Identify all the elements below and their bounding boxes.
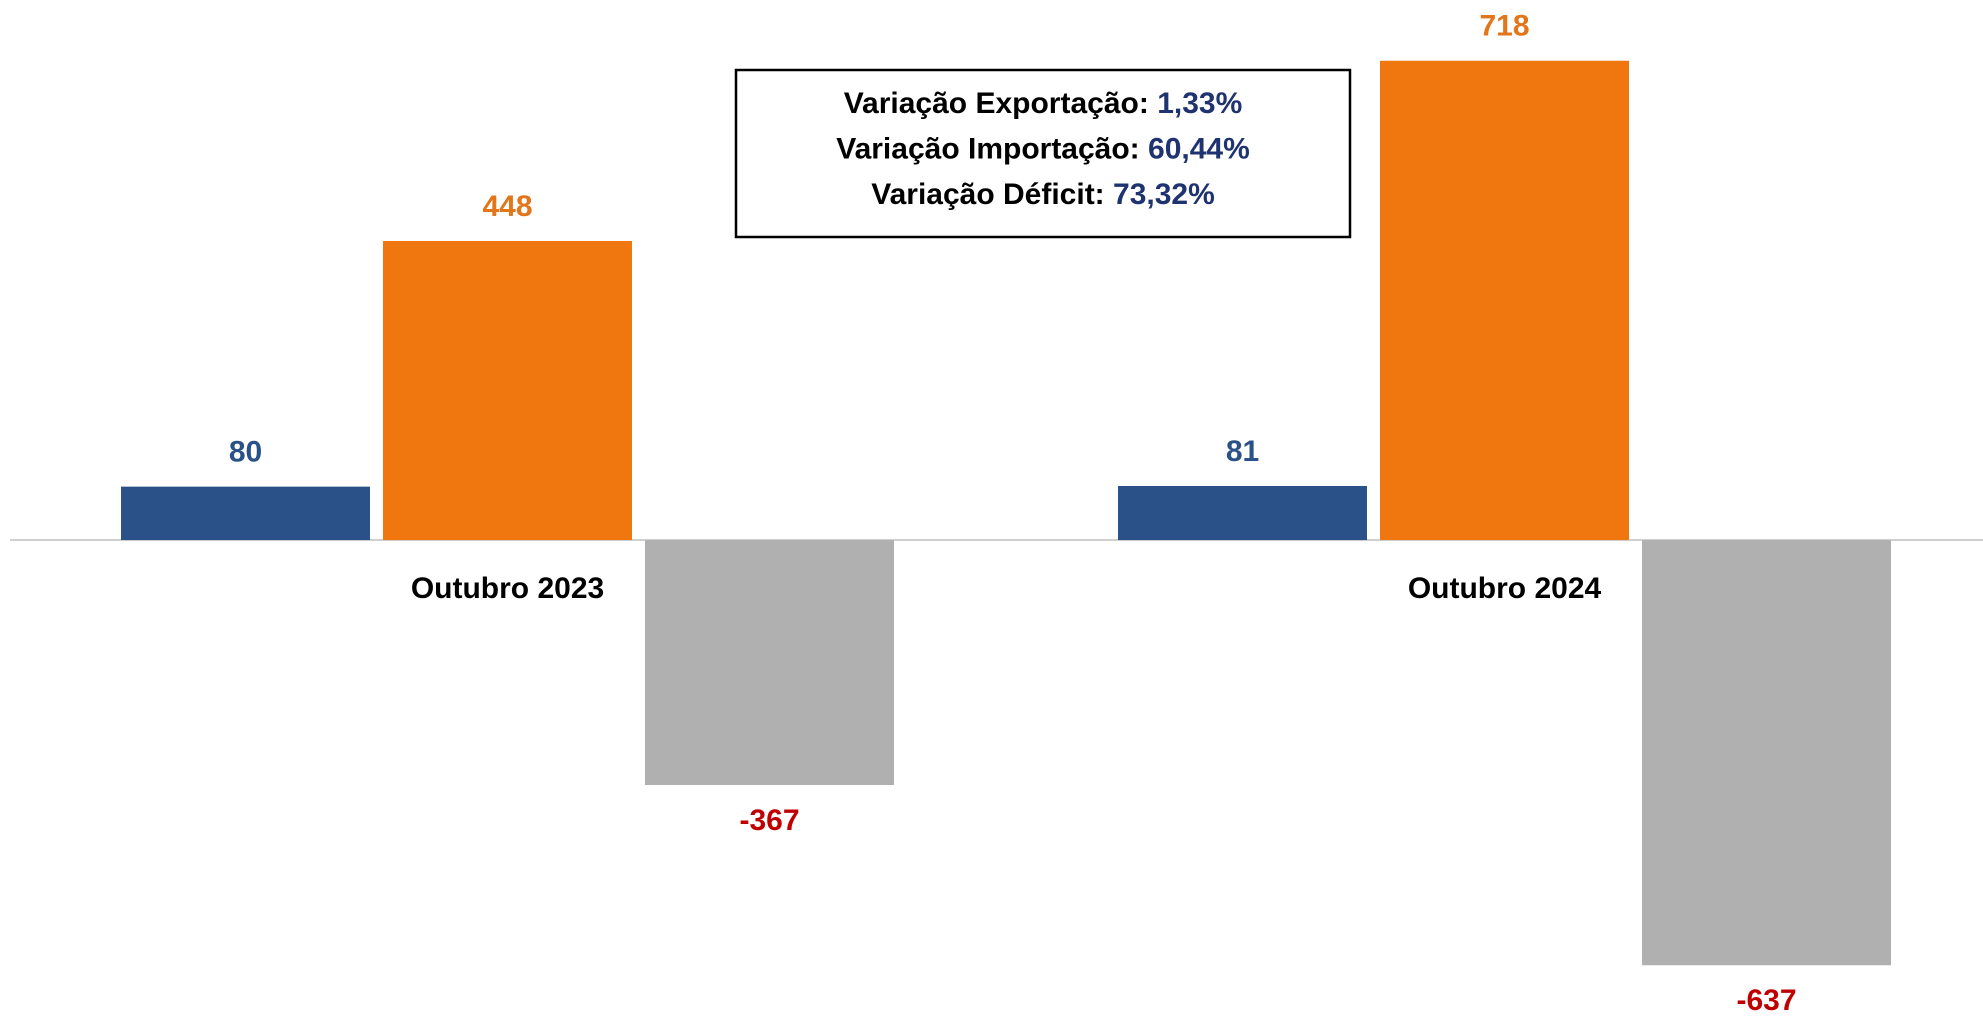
annotation-label: Variação Déficit: bbox=[871, 178, 1104, 211]
bar bbox=[1642, 540, 1891, 966]
data-label: 718 bbox=[1479, 10, 1529, 43]
data-label: -637 bbox=[1736, 984, 1796, 1017]
annotation-value: 73,32% bbox=[1113, 178, 1215, 211]
data-label: -367 bbox=[739, 804, 799, 837]
bar bbox=[1380, 60, 1629, 541]
x-tick-label: Outubro 2023 bbox=[411, 572, 604, 605]
data-label: 81 bbox=[1226, 435, 1259, 468]
annotation-label: Variação Importação: bbox=[836, 132, 1139, 165]
annotation: Variação Importação: 60,44% bbox=[836, 132, 1250, 165]
annotation-value: 60,44% bbox=[1148, 132, 1250, 165]
bar bbox=[121, 486, 370, 541]
annotation-label: Variação Exportação: bbox=[844, 87, 1149, 120]
x-tick-label: Outubro 2024 bbox=[1408, 572, 1602, 605]
bar bbox=[645, 540, 894, 786]
annotation: Variação Exportação: 1,33% bbox=[844, 87, 1243, 120]
annotation-value: 1,33% bbox=[1157, 87, 1242, 120]
annotation: Variação Déficit: 73,32% bbox=[871, 178, 1215, 211]
annotation-box bbox=[734, 68, 1352, 239]
bar bbox=[1118, 485, 1367, 541]
bar bbox=[383, 240, 632, 541]
data-label: 80 bbox=[229, 436, 262, 469]
data-label: 448 bbox=[482, 190, 532, 223]
